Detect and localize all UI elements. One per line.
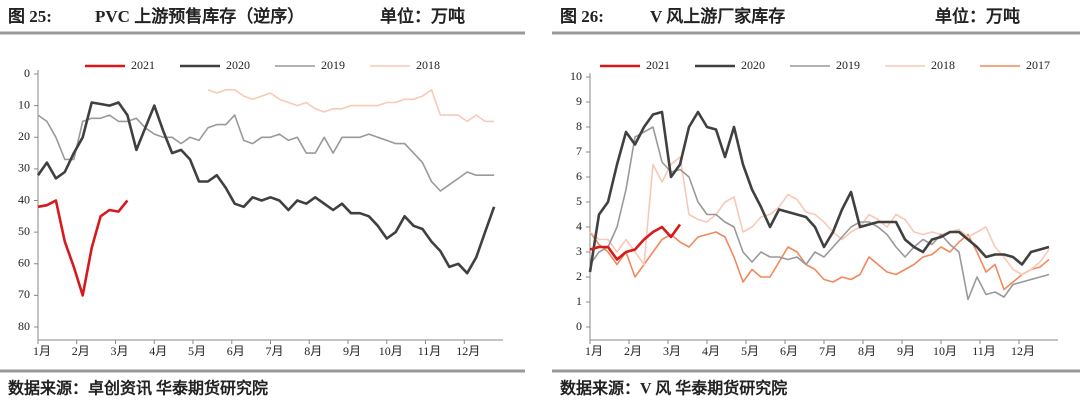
x-tick-label: 8月 — [304, 344, 322, 358]
series-line — [589, 223, 682, 261]
y-tick-label: 6 — [576, 169, 582, 183]
source-note: 数据来源：V 风 华泰期货研究院 — [560, 379, 787, 398]
legend-label: 2021 — [131, 58, 155, 72]
x-tick-label: 12月 — [1011, 344, 1035, 358]
x-tick-label: 7月 — [819, 344, 837, 358]
legend-label: 2018 — [931, 58, 955, 72]
x-tick-label: 11月 — [972, 344, 996, 358]
x-tick-label: 12月 — [456, 344, 480, 358]
y-tick-label: 0 — [24, 66, 30, 80]
series-line — [588, 110, 1050, 273]
source-note: 数据来源：卓创资讯 华泰期货研究院 — [8, 379, 268, 398]
y-tick-label: 2 — [576, 269, 582, 283]
x-tick-label: 6月 — [227, 344, 245, 358]
x-tick-label: 9月 — [897, 344, 915, 358]
x-tick-label: 8月 — [858, 344, 876, 358]
x-tick-label: 3月 — [111, 344, 129, 358]
x-tick-label: 7月 — [265, 344, 283, 358]
legend-label: 2021 — [646, 58, 670, 72]
y-tick-label: 50 — [18, 224, 30, 238]
y-tick-label: 1 — [576, 294, 582, 308]
x-tick-label: 9月 — [343, 344, 361, 358]
y-tick-label: 4 — [576, 219, 582, 233]
unit-label: 单位：万吨 — [935, 6, 1020, 26]
series-line — [207, 89, 495, 123]
x-tick-label: 1月 — [585, 344, 603, 358]
y-tick-label: 80 — [18, 319, 30, 333]
y-tick-label: 10 — [18, 97, 30, 111]
x-tick-label: 4月 — [149, 344, 167, 358]
y-tick-label: 7 — [576, 144, 582, 158]
x-tick-label: 5月 — [741, 344, 759, 358]
chart-title: V 风上游厂家库存 — [650, 6, 785, 26]
y-tick-label: 5 — [576, 194, 582, 208]
y-tick-label: 40 — [18, 192, 30, 206]
x-tick-label: 10月 — [933, 344, 957, 358]
legend-label: 2017 — [1026, 58, 1050, 72]
y-tick-label: 9 — [576, 94, 582, 108]
y-tick-label: 30 — [18, 161, 30, 175]
y-tick-label: 8 — [576, 119, 582, 133]
legend-label: 2019 — [321, 58, 345, 72]
series-line — [37, 199, 129, 297]
y-tick-label: 3 — [576, 244, 582, 258]
y-tick-label: 70 — [18, 287, 30, 301]
figure-label: 图 26: — [560, 7, 604, 26]
series-line — [37, 114, 495, 192]
y-tick-label: 10 — [570, 69, 582, 83]
legend-label: 2019 — [836, 58, 860, 72]
x-tick-label: 2月 — [624, 344, 642, 358]
x-tick-label: 6月 — [780, 344, 798, 358]
unit-label: 单位：万吨 — [380, 6, 465, 26]
x-tick-label: 11月 — [418, 344, 442, 358]
x-tick-label: 4月 — [702, 344, 720, 358]
chart-title: PVC 上游预售库存（逆序） — [95, 6, 304, 26]
figure-label: 图 25: — [8, 7, 52, 26]
y-tick-label: 60 — [18, 256, 30, 270]
series-line — [589, 126, 1050, 301]
series-line — [36, 101, 496, 275]
x-tick-label: 3月 — [663, 344, 681, 358]
legend-label: 2018 — [416, 58, 440, 72]
series-line — [589, 156, 1050, 276]
x-tick-label: 1月 — [33, 344, 51, 358]
x-tick-label: 2月 — [72, 344, 90, 358]
x-tick-label: 5月 — [188, 344, 206, 358]
y-tick-label: 20 — [18, 129, 30, 143]
y-tick-label: 0 — [576, 319, 582, 333]
x-tick-label: 10月 — [379, 344, 403, 358]
legend-label: 2020 — [226, 58, 250, 72]
legend-label: 2020 — [741, 58, 765, 72]
